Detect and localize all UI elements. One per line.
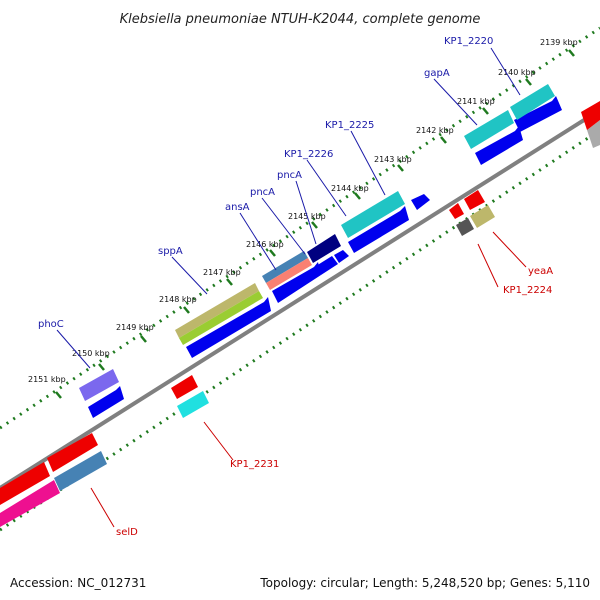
tick-mark — [55, 391, 62, 399]
gene-block — [456, 218, 474, 236]
gene-block — [175, 283, 259, 338]
gene-label: selD — [116, 527, 138, 538]
reverse-gene-features — [0, 190, 495, 527]
leader-line — [90, 487, 115, 528]
tick-label: 2141 kbp — [457, 97, 495, 106]
cds-arrow — [186, 297, 271, 358]
tick-mark — [482, 107, 489, 115]
gene-block — [587, 120, 600, 148]
leader-line — [171, 256, 208, 295]
tick-label: 2140 kbp — [498, 68, 536, 77]
tick-label: 2150 kbp — [72, 349, 110, 358]
gene-block — [464, 190, 485, 210]
gene-label: KP1_2225 — [325, 120, 374, 131]
gene-label: KP1_2226 — [284, 149, 333, 160]
leader-line — [306, 159, 347, 217]
tick-mark — [525, 78, 532, 86]
tick-mark — [269, 249, 276, 257]
cds-arrow — [475, 126, 523, 165]
cds-arrow — [411, 194, 430, 210]
gene-block — [581, 101, 600, 130]
gene-block — [341, 191, 405, 238]
cds-arrow — [316, 256, 338, 275]
gene-label: pncA — [250, 187, 275, 198]
tick-mark — [226, 278, 233, 286]
cds-arrow — [88, 386, 124, 418]
gene-block — [510, 84, 555, 120]
gene-block — [0, 480, 60, 527]
outer-ruler-track — [0, 26, 600, 430]
gene-block — [179, 291, 263, 345]
tick-label: 2143 kbp — [374, 155, 412, 164]
leader-line — [261, 197, 306, 255]
reverse-leader-lines — [90, 231, 527, 528]
gene-label: KP1_2220 — [444, 36, 493, 47]
accession-text: Accession: NC_012731 — [10, 576, 146, 590]
tick-mark — [140, 335, 147, 343]
tick-label: 2142 kbp — [416, 126, 454, 135]
tick-mark — [311, 221, 318, 229]
gene-block — [464, 110, 514, 149]
gene-block — [266, 258, 312, 290]
gene-block — [79, 369, 119, 401]
tick-label: 2151 kbp — [28, 375, 66, 384]
gene-block — [307, 234, 341, 263]
tick-label: 2144 kbp — [331, 184, 369, 193]
leader-line — [490, 47, 521, 96]
leader-line — [350, 130, 386, 196]
forward-leader-lines — [56, 47, 521, 369]
gene-label: yeaA — [528, 266, 553, 277]
genome-backbone — [0, 108, 600, 490]
tick-label: 2147 kbp — [203, 268, 241, 277]
gene-block — [54, 451, 107, 491]
tick-label: 2149 kbp — [116, 323, 154, 332]
gene-block — [0, 462, 50, 505]
gene-block — [171, 375, 198, 399]
gene-label: ansA — [225, 202, 250, 213]
leader-line — [203, 421, 234, 461]
gene-label: sppA — [158, 246, 183, 257]
tick-mark — [98, 363, 105, 371]
tick-mark — [568, 49, 575, 57]
gene-label: pncA — [277, 170, 302, 181]
tick-label: 2139 kbp — [540, 38, 578, 47]
gene-block — [177, 391, 209, 418]
tick-label: 2146 kbp — [246, 240, 284, 249]
gene-block — [47, 433, 98, 472]
tick-mark — [440, 136, 447, 144]
tick-marks — [55, 49, 575, 399]
tick-label: 2148 kbp — [159, 295, 197, 304]
map-title: Klebsiella pneumoniae NTUH-K2044, comple… — [120, 12, 481, 27]
gene-label: KP1_2224 — [503, 285, 552, 296]
cds-arrow — [514, 96, 562, 132]
leader-line — [295, 180, 317, 245]
cds-arrow — [348, 206, 409, 253]
cds-track — [88, 96, 562, 418]
forward-gene-features — [79, 84, 600, 401]
cds-arrow — [272, 262, 321, 303]
gene-label: gapA — [424, 68, 450, 79]
tick-mark — [397, 164, 404, 172]
leader-line — [56, 329, 91, 369]
gene-label: phoC — [38, 319, 64, 330]
leader-line — [433, 78, 478, 126]
tick-mark — [354, 192, 361, 200]
gene-block — [470, 205, 495, 228]
gene-label: KP1_2231 — [230, 459, 279, 470]
leader-line — [477, 243, 499, 288]
tick-mark — [183, 306, 190, 314]
genome-summary: Topology: circular; Length: 5,248,520 bp… — [259, 576, 590, 590]
leader-line — [239, 212, 277, 271]
gene-block — [449, 203, 464, 219]
gene-block — [262, 251, 308, 283]
leader-line — [492, 231, 527, 268]
tick-labels: 2139 kbp 2140 kbp 2141 kbp 2142 kbp 2143… — [28, 38, 578, 384]
cds-arrow — [334, 250, 349, 263]
reverse-gene-labels: yeaA KP1_2224 KP1_2231 selD — [116, 266, 553, 538]
forward-gene-labels: KP1_2220 gapA KP1_2225 KP1_2226 pncA pnc… — [38, 36, 493, 330]
